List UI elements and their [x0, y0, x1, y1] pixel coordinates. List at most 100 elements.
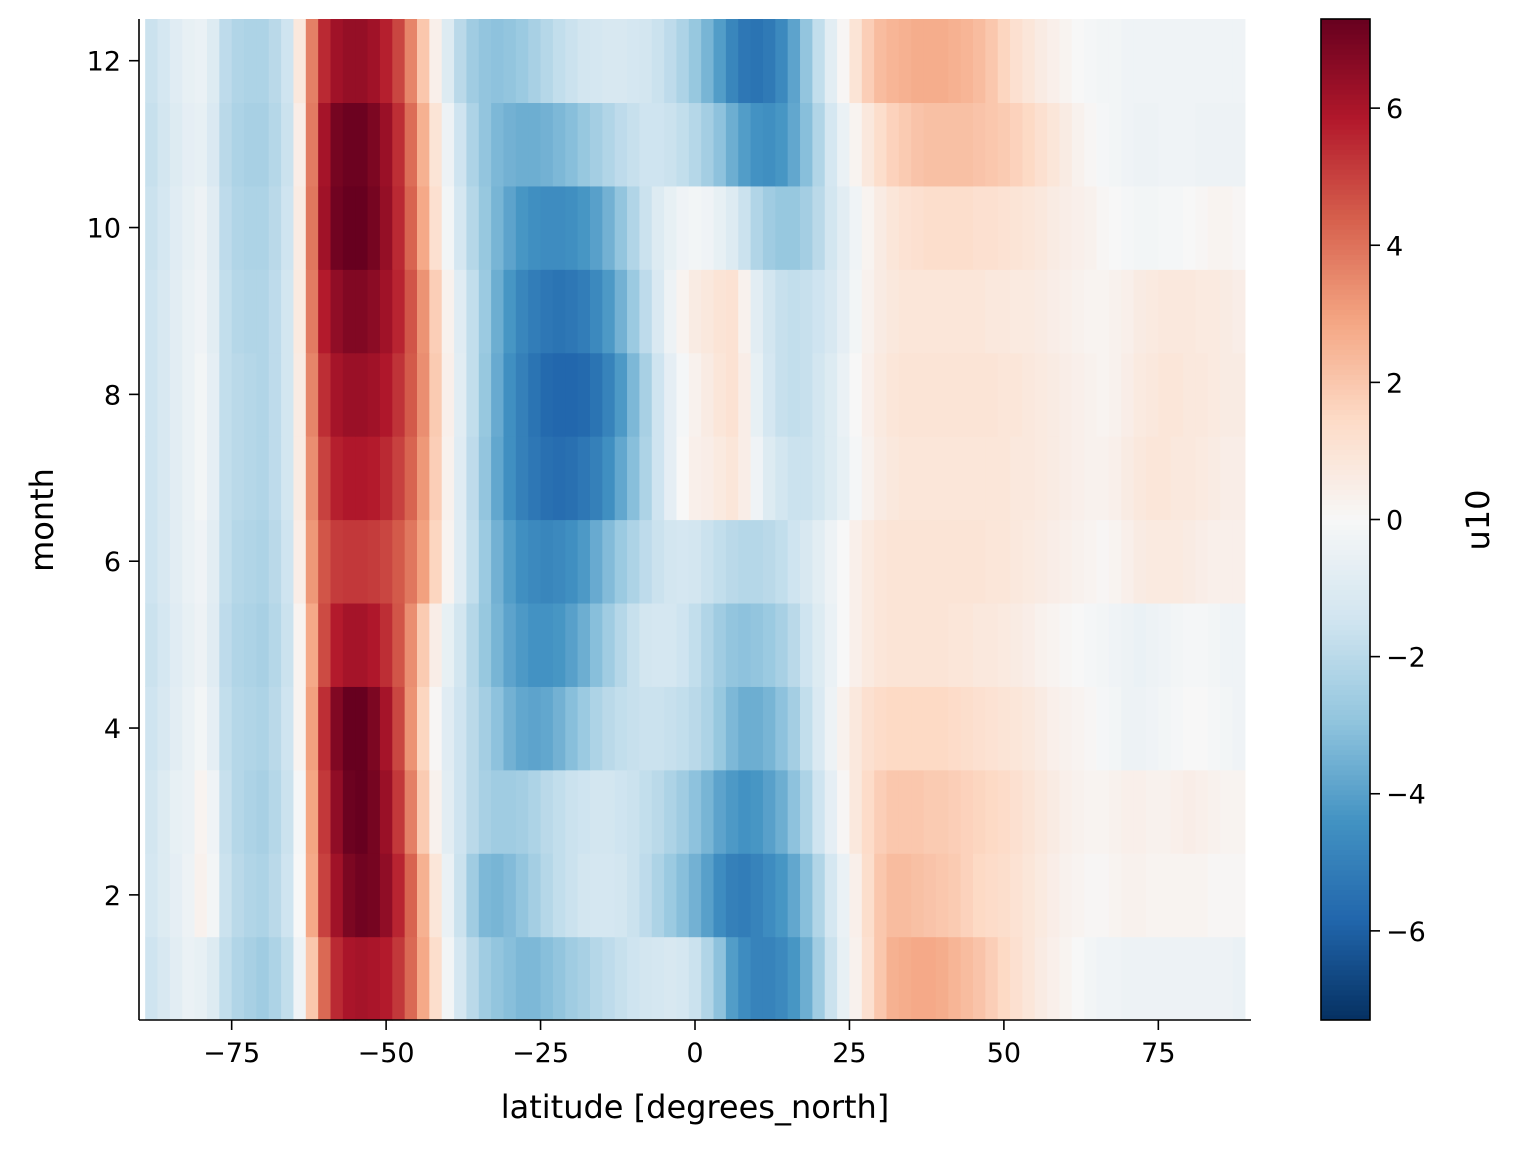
colorbar-segment	[1321, 164, 1370, 170]
heatmap-cell	[985, 19, 999, 104]
colorbar-segment	[1321, 59, 1370, 65]
heatmap-cell	[256, 769, 270, 854]
heatmap-cell	[318, 352, 332, 437]
colorbar-segment	[1321, 79, 1370, 85]
heatmap-cell	[565, 602, 579, 687]
heatmap-cell	[651, 519, 665, 604]
colorbar-segment	[1321, 254, 1370, 260]
heatmap-cell	[293, 352, 307, 437]
colorbar-segment	[1321, 824, 1370, 831]
heatmap-cell	[1084, 602, 1098, 687]
heatmap-cell	[1022, 936, 1036, 1021]
heatmap-cell	[664, 352, 678, 437]
heatmap-cell	[491, 602, 505, 687]
heatmap-cell	[651, 352, 665, 437]
heatmap-cell	[565, 19, 579, 104]
colorbar-segment	[1321, 439, 1370, 445]
heatmap-cell	[1195, 853, 1209, 938]
heatmap-cell	[355, 769, 369, 854]
heatmap-cell	[787, 269, 801, 354]
heatmap-cell	[837, 936, 851, 1021]
colorbar-segment	[1321, 299, 1370, 305]
heatmap-cell	[701, 185, 715, 270]
heatmap-cell	[762, 19, 776, 104]
heatmap-cell	[676, 269, 690, 354]
heatmap-cell	[244, 519, 257, 604]
heatmap-cell	[1096, 19, 1110, 104]
heatmap-cell	[664, 102, 678, 187]
heatmap-cell	[1096, 436, 1110, 521]
heatmap-cell	[589, 936, 603, 1021]
heatmap-cell	[849, 102, 863, 187]
heatmap-cell	[182, 519, 196, 604]
colorbar-tick-label: 0	[1386, 506, 1403, 537]
heatmap-cell	[1145, 352, 1159, 437]
colorbar-segment	[1321, 924, 1370, 931]
colorbar-segment	[1321, 839, 1370, 846]
heatmap-cell	[1084, 769, 1098, 854]
heatmap-cell	[454, 352, 468, 437]
heatmap-cell	[886, 19, 900, 104]
heatmap-cell	[1133, 936, 1147, 1021]
heatmap-cell	[565, 269, 579, 354]
heatmap-cell	[392, 769, 406, 854]
colorbar-segment	[1321, 324, 1370, 330]
heatmap-cell	[602, 352, 616, 437]
colorbar-segment	[1321, 994, 1370, 1001]
colorbar-segment	[1321, 114, 1370, 120]
heatmap-cell	[169, 519, 183, 604]
heatmap-cell	[219, 686, 233, 771]
heatmap-cell	[342, 853, 356, 938]
heatmap-cell	[849, 19, 863, 104]
heatmap-cell	[738, 269, 752, 354]
heatmap-cell	[812, 602, 826, 687]
heatmap-cell	[886, 602, 900, 687]
heatmap-cell	[800, 769, 813, 854]
y-tick-label: 8	[104, 380, 121, 411]
heatmap-cell	[515, 436, 529, 521]
heatmap-cell	[639, 936, 653, 1021]
heatmap-cell	[812, 769, 826, 854]
heatmap-cell	[454, 769, 468, 854]
heatmap-cell	[849, 853, 863, 938]
heatmap-cell	[997, 19, 1011, 104]
colorbar-segment	[1321, 804, 1370, 811]
y-tick-label: 2	[104, 881, 121, 912]
heatmap-cell	[923, 769, 937, 854]
heatmap-cell	[145, 519, 159, 604]
heatmap-cell	[1022, 102, 1036, 187]
heatmap-cell	[466, 269, 480, 354]
heatmap-cell	[627, 436, 640, 521]
heatmap-cell	[1059, 269, 1073, 354]
heatmap-cell	[552, 769, 566, 854]
heatmap-cell	[738, 853, 752, 938]
heatmap-cell	[417, 602, 430, 687]
heatmap-cell	[1047, 686, 1061, 771]
heatmap-cell	[577, 686, 591, 771]
heatmap-cell	[614, 102, 628, 187]
heatmap-cell	[429, 602, 443, 687]
heatmap-cell	[1133, 602, 1147, 687]
heatmap-cell	[874, 519, 888, 604]
heatmap-cell	[206, 769, 220, 854]
heatmap-cell	[800, 602, 813, 687]
heatmap-cell	[861, 19, 875, 104]
heatmap-cell	[231, 102, 245, 187]
heatmap-cell	[886, 185, 900, 270]
heatmap-cell	[1034, 185, 1048, 270]
colorbar-segment	[1321, 69, 1370, 75]
heatmap-cell	[1047, 436, 1061, 521]
heatmap-cell	[1145, 102, 1159, 187]
heatmap-cell	[231, 269, 245, 354]
heatmap-cell	[775, 519, 789, 604]
heatmap-cell	[182, 769, 196, 854]
heatmap-cell	[503, 602, 517, 687]
heatmap-cell	[614, 185, 628, 270]
colorbar-segment	[1321, 524, 1370, 530]
heatmap-cell	[775, 352, 789, 437]
heatmap-cell	[231, 936, 245, 1021]
colorbar-segment	[1321, 579, 1370, 586]
heatmap-cell	[466, 102, 480, 187]
heatmap-cell	[664, 769, 678, 854]
heatmap-cell	[614, 519, 628, 604]
